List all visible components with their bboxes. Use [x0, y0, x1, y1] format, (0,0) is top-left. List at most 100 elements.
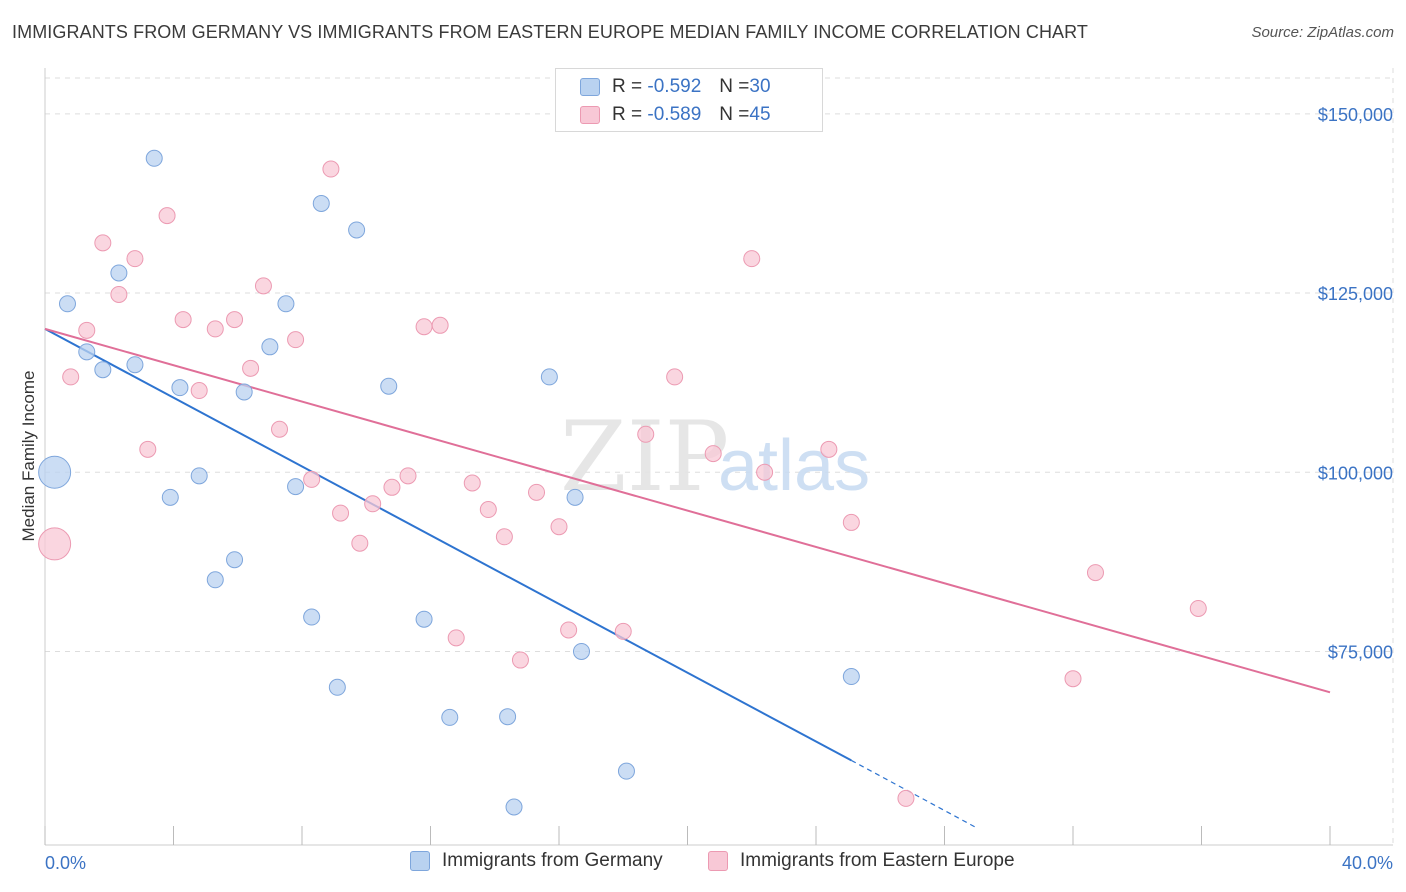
data-point-germany: [566, 488, 584, 506]
data-point-germany: [161, 488, 179, 506]
legend-r-label: R =: [612, 76, 643, 97]
data-point-eastern-europe: [158, 207, 176, 225]
x-tick-label: 40.0%: [1342, 853, 1393, 873]
data-point-eastern-europe: [560, 621, 578, 639]
data-point-eastern-europe: [1189, 599, 1207, 617]
data-point-eastern-europe: [287, 331, 305, 349]
data-point-germany: [145, 149, 163, 167]
data-point-germany: [842, 668, 860, 686]
series-legend-eastern-europe: Immigrants from Eastern Europe: [708, 850, 1015, 872]
series-label-eastern-europe: Immigrants from Eastern Europe: [740, 850, 1015, 871]
data-point-eastern-europe: [94, 234, 112, 252]
legend-swatch-eastern-europe: [580, 106, 600, 124]
source-credit: Source: ZipAtlas.com: [1251, 24, 1394, 41]
data-point-germany: [206, 571, 224, 589]
data-point-germany: [540, 368, 558, 386]
data-point-germany: [38, 455, 72, 489]
data-point-germany: [505, 798, 523, 816]
trend-line-germany: [44, 328, 852, 762]
data-point-germany: [58, 295, 76, 313]
data-point-eastern-europe: [38, 527, 72, 561]
data-point-germany: [348, 221, 366, 239]
data-point-eastern-europe: [110, 285, 128, 303]
trend-lines: [44, 327, 1331, 829]
data-point-germany: [110, 264, 128, 282]
data-point-eastern-europe: [190, 382, 208, 400]
series-swatch-eastern-europe: [708, 851, 728, 871]
legend-n-label: N =: [719, 76, 750, 97]
data-point-eastern-europe: [550, 518, 568, 536]
data-point-eastern-europe: [139, 440, 157, 458]
legend-swatch-germany: [580, 78, 600, 96]
series-legend-germany: Immigrants from Germany: [410, 850, 663, 872]
legend-r-value: -0.592: [647, 76, 702, 97]
legend-n-value: 45: [749, 104, 771, 125]
data-point-germany: [226, 551, 244, 569]
data-point-germany: [415, 610, 433, 628]
data-point-eastern-europe: [322, 160, 340, 178]
data-point-eastern-europe: [226, 311, 244, 329]
data-point-eastern-europe: [495, 528, 513, 546]
data-point-eastern-europe: [303, 470, 321, 488]
data-point-germany: [126, 356, 144, 374]
data-point-eastern-europe: [479, 501, 497, 519]
data-point-germany: [312, 194, 330, 212]
data-point-germany: [572, 642, 590, 660]
y-tick-label: $125,000: [1318, 284, 1393, 304]
data-point-eastern-europe: [126, 250, 144, 268]
data-point-eastern-europe: [463, 474, 481, 492]
legend-n-label: N =: [719, 104, 750, 125]
data-point-germany: [261, 338, 279, 356]
legend-r-value: -0.589: [647, 104, 702, 125]
data-point-eastern-europe: [666, 368, 684, 386]
data-point-eastern-europe: [528, 483, 546, 501]
data-point-eastern-europe: [206, 320, 224, 338]
data-point-germany: [94, 361, 112, 379]
axis-labels: $75,000 $100,000 $125,000 $150,000 0.0% 40.0%…: [19, 105, 1393, 873]
data-point-eastern-europe: [271, 420, 289, 438]
data-point-germany: [303, 608, 321, 626]
data-point-eastern-europe: [78, 321, 96, 339]
data-point-eastern-europe: [743, 250, 761, 268]
legend-n-value: 30: [749, 76, 771, 97]
data-point-eastern-europe: [756, 463, 774, 481]
correlation-legend: R = -0.592 N = 30 R = -0.589 N = 45: [555, 68, 823, 132]
data-point-germany: [171, 379, 189, 397]
trend-extension-germany: [851, 759, 977, 829]
y-tick-label: $75,000: [1328, 642, 1393, 662]
y-tick-label: $150,000: [1318, 105, 1393, 125]
x-tick-label: 0.0%: [45, 853, 86, 873]
data-point-eastern-europe: [842, 513, 860, 531]
data-point-eastern-europe: [511, 651, 529, 669]
y-axis-label: Median Family Income: [19, 370, 38, 541]
data-point-eastern-europe: [332, 504, 350, 522]
data-point-germany: [380, 377, 398, 395]
data-point-germany: [287, 478, 305, 496]
watermark-zip: ZIP: [560, 401, 729, 513]
data-point-germany: [78, 343, 96, 361]
data-points: [38, 149, 1207, 816]
data-point-eastern-europe: [383, 478, 401, 496]
watermark: ZIP atlas: [560, 401, 870, 513]
axes: [44, 68, 1393, 846]
chart-title: IMMIGRANTS FROM GERMANY VS IMMIGRANTS FR…: [12, 22, 1089, 42]
data-point-eastern-europe: [637, 425, 655, 443]
data-point-eastern-europe: [174, 311, 192, 329]
data-point-eastern-europe: [704, 445, 722, 463]
series-swatch-germany: [410, 851, 430, 871]
data-point-eastern-europe: [242, 359, 260, 377]
data-point-eastern-europe: [447, 629, 465, 647]
data-point-germany: [235, 383, 253, 401]
data-point-eastern-europe: [254, 277, 272, 295]
data-point-eastern-europe: [415, 318, 433, 336]
legend-row-eastern-europe: R = -0.589 N = 45: [580, 104, 771, 126]
data-point-germany: [617, 762, 635, 780]
legend-r-label: R =: [612, 104, 643, 125]
data-point-germany: [328, 678, 346, 696]
data-point-germany: [441, 708, 459, 726]
data-point-eastern-europe: [431, 316, 449, 334]
trend-line-eastern-europe: [44, 327, 1331, 694]
data-point-eastern-europe: [399, 467, 417, 485]
data-point-eastern-europe: [614, 622, 632, 640]
